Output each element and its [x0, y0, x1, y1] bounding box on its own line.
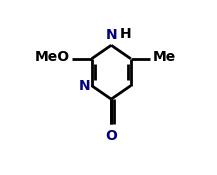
Text: N: N	[105, 28, 117, 42]
Text: O: O	[105, 130, 117, 144]
Text: H: H	[120, 27, 132, 41]
Text: N: N	[79, 79, 90, 93]
Text: Me: Me	[152, 50, 176, 64]
Text: MeO: MeO	[35, 50, 70, 64]
